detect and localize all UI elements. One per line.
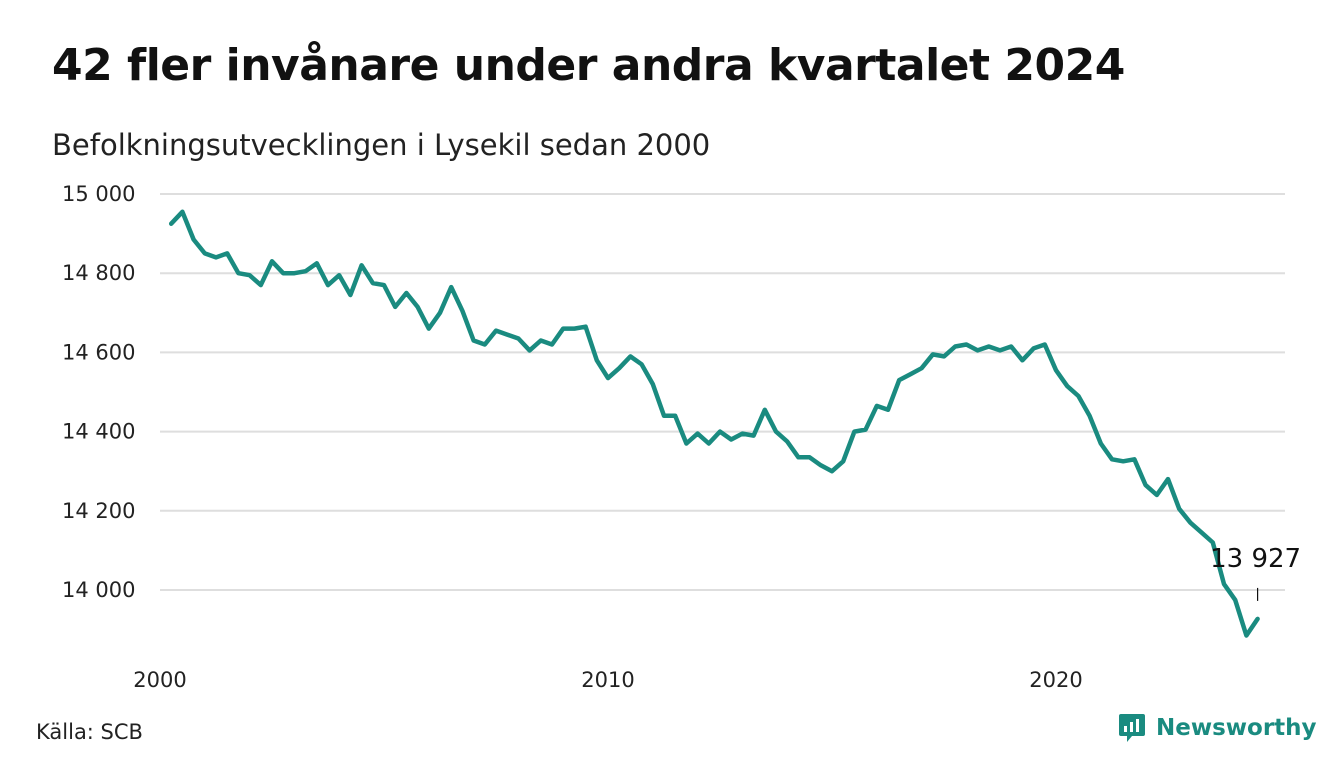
y-tick-label: 15 000 — [62, 182, 135, 206]
newsworthy-logo-icon — [1119, 714, 1145, 742]
y-tick-label: 14 400 — [62, 420, 135, 444]
x-tick-label: 2010 — [581, 668, 634, 692]
x-tick-label: 2020 — [1029, 668, 1082, 692]
source-note: Källa: SCB — [36, 720, 143, 744]
y-tick-label: 14 600 — [62, 340, 135, 364]
y-tick-label: 14 200 — [62, 499, 135, 523]
y-axis-tick-labels: 15 000 14 800 14 600 14 400 14 200 14 000 — [62, 182, 135, 602]
x-tick-label: 2000 — [133, 668, 186, 692]
y-tick-label: 14 000 — [62, 578, 135, 602]
series-group — [168, 209, 1260, 638]
series-line — [168, 209, 1260, 638]
grid-lines — [160, 193, 1285, 591]
y-tick-label: 14 800 — [62, 261, 135, 285]
brand-logo: Newsworthy — [1118, 712, 1317, 744]
chart-title: 42 fler invånare under andra kvartalet 2… — [52, 40, 1125, 91]
last-value-label: 13 927 — [1210, 544, 1301, 574]
x-axis-tick-labels: 2000 2010 2020 — [133, 668, 1082, 692]
chart-subtitle: Befolkningsutvecklingen i Lysekil sedan … — [52, 128, 711, 162]
brand-name: Newsworthy — [1156, 715, 1317, 741]
annotation-group: 13 927 — [1210, 544, 1301, 601]
